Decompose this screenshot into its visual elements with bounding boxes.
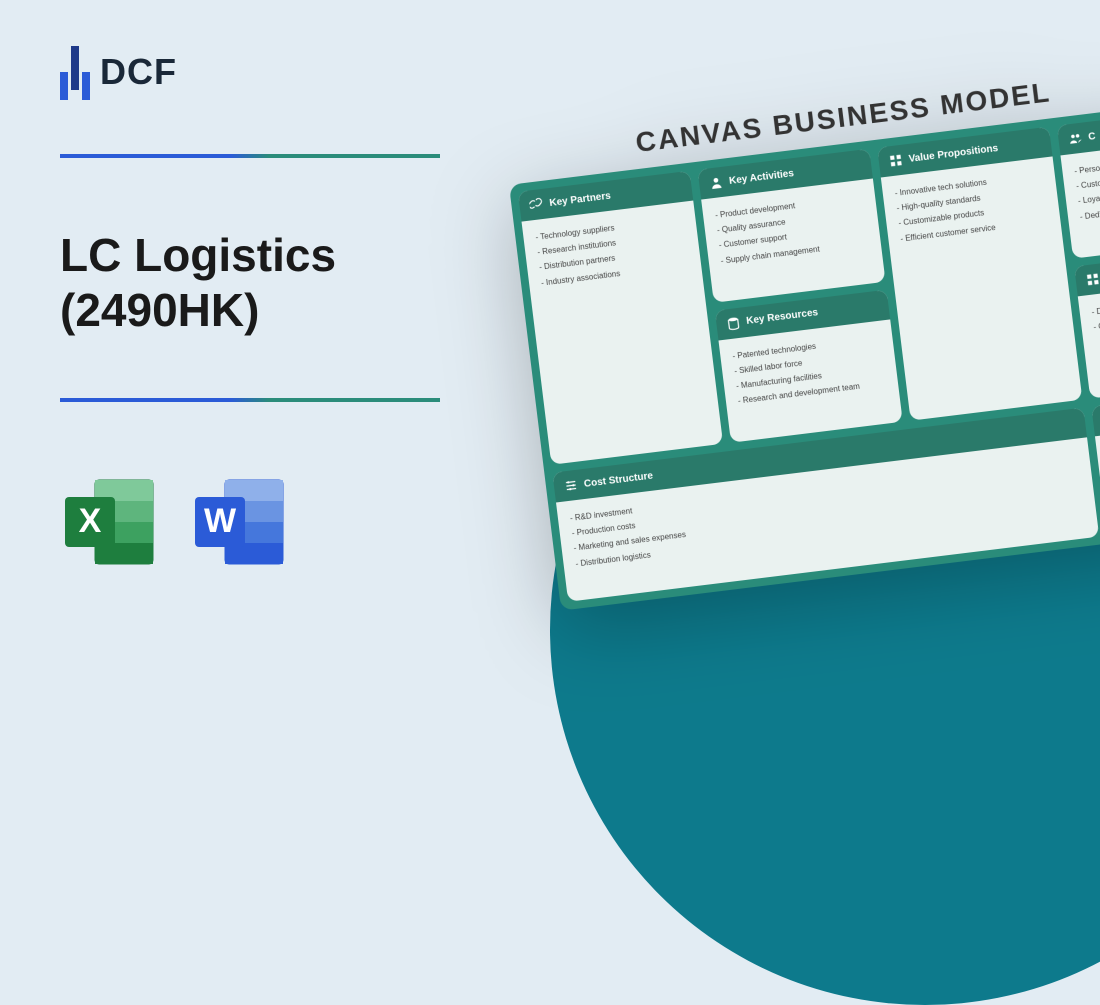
card-body-key-partners: Technology suppliers Research institutio… — [522, 201, 724, 465]
list-item: Di — [1091, 293, 1100, 320]
card-key-activities: Key Activities Product development Quali… — [697, 149, 885, 303]
grid-icon — [888, 153, 904, 169]
channels-icon — [1085, 271, 1100, 287]
card-label: Key Resources — [746, 307, 819, 327]
card-header-revenue-streams: Revenue S — [1091, 392, 1100, 437]
title-line-1: LC Logistics — [60, 228, 480, 283]
person-icon — [708, 175, 724, 191]
divider-top — [60, 154, 440, 158]
title-line-2: (2490HK) — [60, 283, 480, 338]
card-header-customer-relationships: C — [1057, 111, 1100, 156]
canvas-preview: CANVAS BUSINESS MODEL Key Partners Techn… — [504, 60, 1100, 610]
card-header-channels — [1074, 251, 1100, 296]
svg-text:X: X — [79, 502, 102, 540]
sliders-icon — [563, 478, 579, 494]
card-key-partners: Key Partners Technology suppliers Resear… — [518, 171, 723, 465]
card-body-channels: Di O — [1078, 281, 1100, 398]
card-label: Cost Structure — [583, 470, 653, 489]
svg-text:W: W — [204, 502, 237, 540]
card-label: C — [1088, 131, 1097, 143]
card-value-propositions: Value Propositions Innovative tech solut… — [877, 127, 1082, 421]
list-item: Personaliz — [1074, 152, 1100, 179]
word-icon: W — [190, 472, 290, 572]
dcf-logo: DCF — [60, 50, 480, 94]
link-icon — [529, 197, 545, 213]
card-body-value-propositions: Innovative tech solutions High-quality s… — [881, 156, 1083, 420]
card-body-key-activities: Product development Quality assurance Cu… — [701, 178, 885, 302]
card-label: Value Propositions — [908, 143, 999, 165]
excel-icon: X — [60, 472, 160, 572]
app-icons-row: X W — [60, 472, 480, 572]
left-content: DCF LC Logistics (2490HK) X — [60, 50, 480, 572]
database-icon — [726, 315, 742, 331]
card-body-customer-relationships: Personaliz Customer Loyalty p Dedica — [1060, 141, 1100, 258]
logo-text: DCF — [100, 51, 177, 93]
people-icon — [1068, 131, 1084, 147]
page-title: LC Logistics (2490HK) — [60, 228, 480, 338]
card-key-resources: Key Resources Patented technologies Skil… — [715, 289, 903, 443]
card-label: Key Activities — [728, 168, 794, 187]
canvas-board: Key Partners Technology suppliers Resear… — [509, 102, 1100, 611]
divider-bottom — [60, 398, 440, 402]
card-body-key-resources: Patented technologies Skilled labor forc… — [718, 319, 902, 443]
logo-bars-icon — [60, 50, 90, 94]
card-label: Key Partners — [549, 190, 612, 208]
card-customer-relationships: C Personaliz Customer Loyalty p Dedica — [1057, 111, 1100, 258]
